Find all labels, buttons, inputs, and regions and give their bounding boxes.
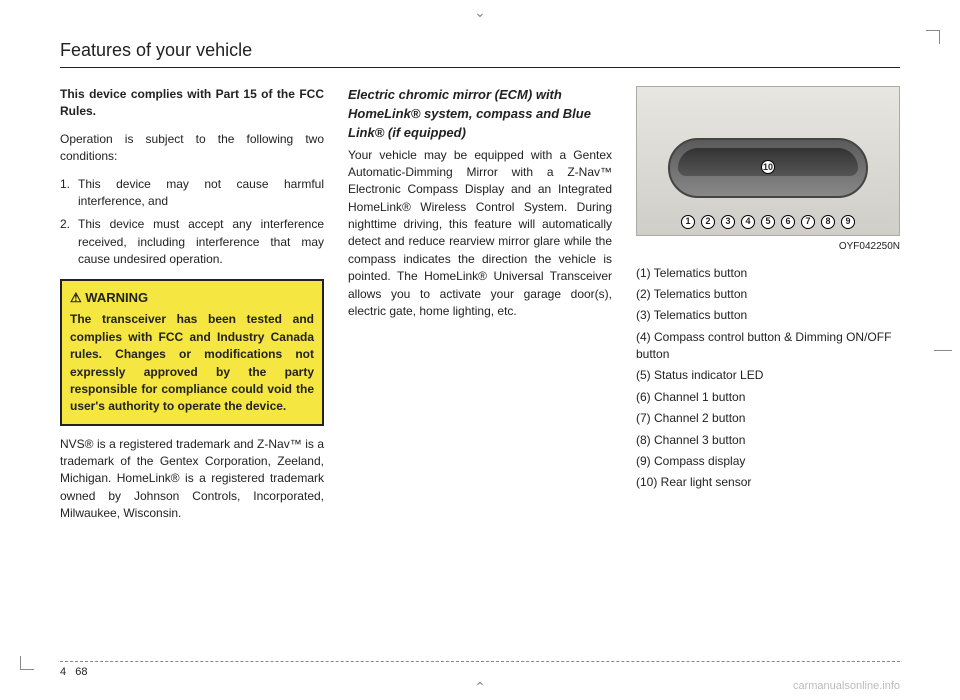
list-text: This device may not cause harmful interf…: [78, 176, 324, 211]
column-2: Electric chromic mirror (ECM) with HomeL…: [348, 86, 612, 533]
legend-5: (5) Status indicator LED: [636, 367, 900, 384]
mirror-figure: 10 1 2 3 4 5 6 7 8 9: [636, 86, 900, 236]
fcc-intro: Operation is subject to the following tw…: [60, 131, 324, 166]
warning-box: WARNING The transceiver has been tested …: [60, 279, 324, 426]
page-footer: 4 68: [60, 661, 900, 678]
trademark-note: NVS® is a registered trademark and Z-Nav…: [60, 436, 324, 523]
legend-8: (8) Channel 3 button: [636, 432, 900, 449]
figure-label: OYF042250N: [636, 240, 900, 255]
legend-3: (3) Telematics button: [636, 307, 900, 324]
list-number: 2.: [60, 216, 78, 268]
warning-text: The transceiver has been tested and comp…: [70, 311, 314, 415]
chapter-number: 4: [60, 666, 66, 678]
crop-mark-bl: [20, 656, 34, 670]
callout-10: 10: [761, 160, 775, 174]
crop-mark-right: [934, 350, 952, 364]
callout-8: 8: [821, 215, 835, 229]
crop-mark-top: ⌄: [474, 4, 486, 21]
ecm-heading: Electric chromic mirror (ECM) with HomeL…: [348, 86, 612, 143]
callout-9: 9: [841, 215, 855, 229]
callout-4: 4: [741, 215, 755, 229]
warning-title: WARNING: [70, 289, 314, 308]
legend-6: (6) Channel 1 button: [636, 389, 900, 406]
callout-row: 1 2 3 4 5 6 7 8 9: [637, 215, 899, 229]
legend-7: (7) Channel 2 button: [636, 410, 900, 427]
page-number: 68: [75, 666, 87, 678]
fcc-title: This device complies with Part 15 of the…: [60, 86, 324, 121]
callout-6: 6: [781, 215, 795, 229]
callout-7: 7: [801, 215, 815, 229]
crop-mark-tr: [926, 30, 940, 44]
legend-2: (2) Telematics button: [636, 286, 900, 303]
column-3: 10 1 2 3 4 5 6 7 8 9 OYF042250N (1) Tele…: [636, 86, 900, 533]
legend-10: (10) Rear light sensor: [636, 474, 900, 491]
list-text: This device must accept any interference…: [78, 216, 324, 268]
content-columns: This device complies with Part 15 of the…: [60, 86, 900, 533]
callout-5: 5: [761, 215, 775, 229]
mirror-outline: 10: [668, 138, 868, 198]
crop-mark-bottom: ⌃: [474, 679, 486, 696]
callout-3: 3: [721, 215, 735, 229]
column-1: This device complies with Part 15 of the…: [60, 86, 324, 533]
ecm-body: Your vehicle may be equipped with a Gent…: [348, 147, 612, 321]
watermark: carmanualsonline.info: [793, 680, 900, 692]
fcc-condition-2: 2. This device must accept any interfere…: [60, 216, 324, 268]
callout-1: 1: [681, 215, 695, 229]
callout-2: 2: [701, 215, 715, 229]
section-header: Features of your vehicle: [60, 40, 900, 68]
list-number: 1.: [60, 176, 78, 211]
fcc-condition-1: 1. This device may not cause harmful int…: [60, 176, 324, 211]
legend-4: (4) Compass control button & Dimming ON/…: [636, 329, 900, 364]
legend-9: (9) Compass display: [636, 453, 900, 470]
legend-1: (1) Telematics button: [636, 265, 900, 282]
